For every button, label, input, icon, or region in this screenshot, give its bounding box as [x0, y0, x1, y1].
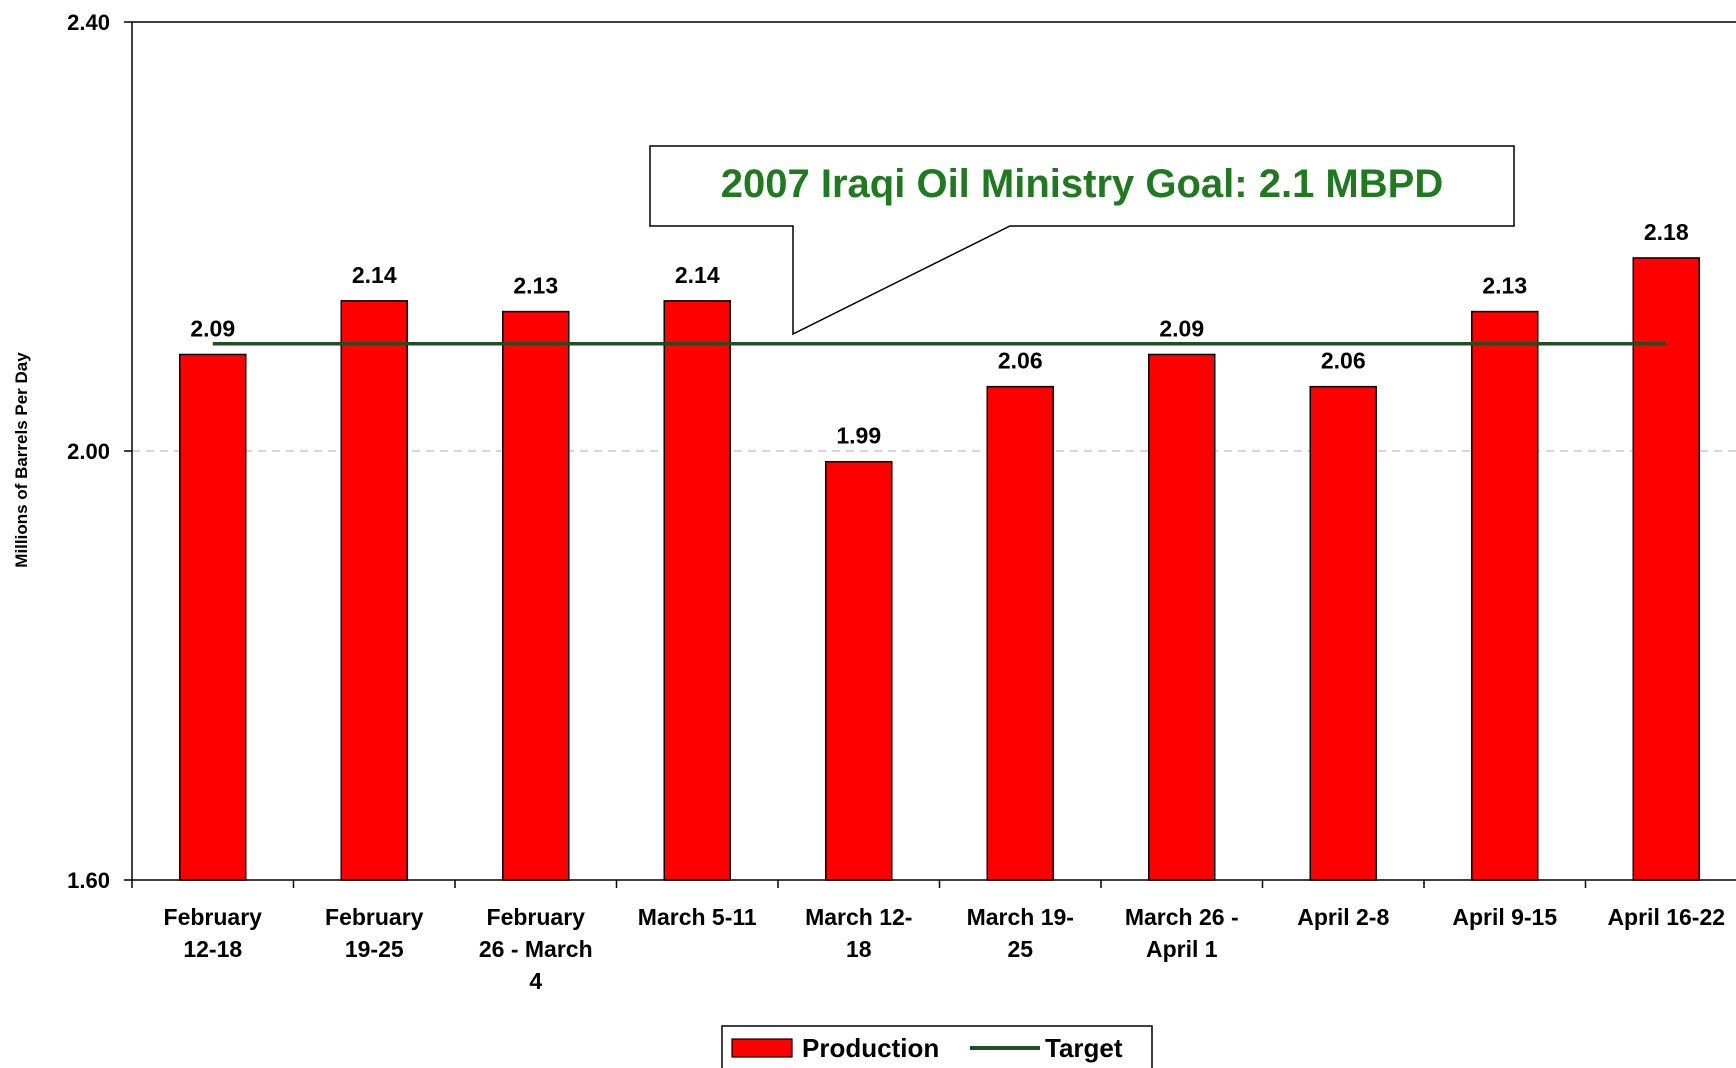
y-tick-label: 2.40 — [67, 10, 110, 35]
bar — [502, 310, 570, 881]
callout-box — [649, 145, 1515, 336]
legend: Production Target — [721, 1025, 1153, 1068]
callout-text: 2007 Iraqi Oil Ministry Goal: 2.1 MBPD — [721, 162, 1443, 206]
data-label: 1.99 — [836, 423, 881, 449]
category-label: April 9-15 — [1452, 904, 1557, 930]
category-label: March 5-11 — [638, 904, 757, 930]
data-label: 2.14 — [675, 262, 720, 288]
category-label: March 26 -April 1 — [1125, 904, 1239, 962]
data-label: 2.14 — [352, 262, 397, 288]
category-label: March 12-18 — [805, 904, 912, 962]
bar — [663, 300, 731, 881]
legend-target-label: Target — [1045, 1033, 1123, 1063]
category-label: April 2-8 — [1297, 904, 1389, 930]
y-tick-label: 1.60 — [67, 868, 110, 893]
data-label: 2.13 — [1482, 273, 1527, 299]
bar — [1148, 353, 1216, 881]
data-label: 2.18 — [1644, 219, 1689, 245]
bar — [179, 353, 247, 881]
category-label: February 19-25 — [325, 904, 424, 962]
bar — [1471, 310, 1539, 881]
axes — [124, 21, 1736, 888]
data-label: 2.09 — [190, 315, 235, 341]
category-label: February 26 - March 4 — [479, 904, 593, 994]
category-labels: February 12-18 February 19-25 February 26 - M… — [164, 904, 1726, 994]
bar — [825, 460, 893, 881]
category-label: March 19-25 — [967, 904, 1074, 962]
legend-production-swatch — [731, 1038, 793, 1058]
data-label: 2.09 — [1159, 315, 1204, 341]
y-axis-label: Millions of Barrels Per Day — [12, 352, 31, 568]
category-label: February 12-18 — [164, 904, 263, 962]
legend-production-label: Production — [802, 1033, 939, 1063]
bar — [1632, 257, 1700, 881]
data-label: 2.13 — [513, 273, 558, 299]
y-tick-labels: 1.60 2.00 2.40 — [67, 10, 110, 893]
data-labels: 2.09 2.14 2.13 2.14 1.99 2.06 2.09 2.06 2.13 2.18 — [190, 219, 1688, 449]
category-label: April 16-22 — [1607, 904, 1725, 930]
goal-callout: 2007 Iraqi Oil Ministry Goal: 2.1 MBPD — [649, 145, 1515, 336]
bar — [340, 300, 408, 881]
bar — [986, 385, 1054, 881]
data-label: 2.06 — [998, 348, 1043, 374]
legend-box — [721, 1025, 1153, 1068]
data-label: 2.06 — [1321, 348, 1366, 374]
bar — [1309, 385, 1377, 881]
bars — [179, 257, 1700, 881]
y-tick-label: 2.00 — [67, 439, 110, 464]
